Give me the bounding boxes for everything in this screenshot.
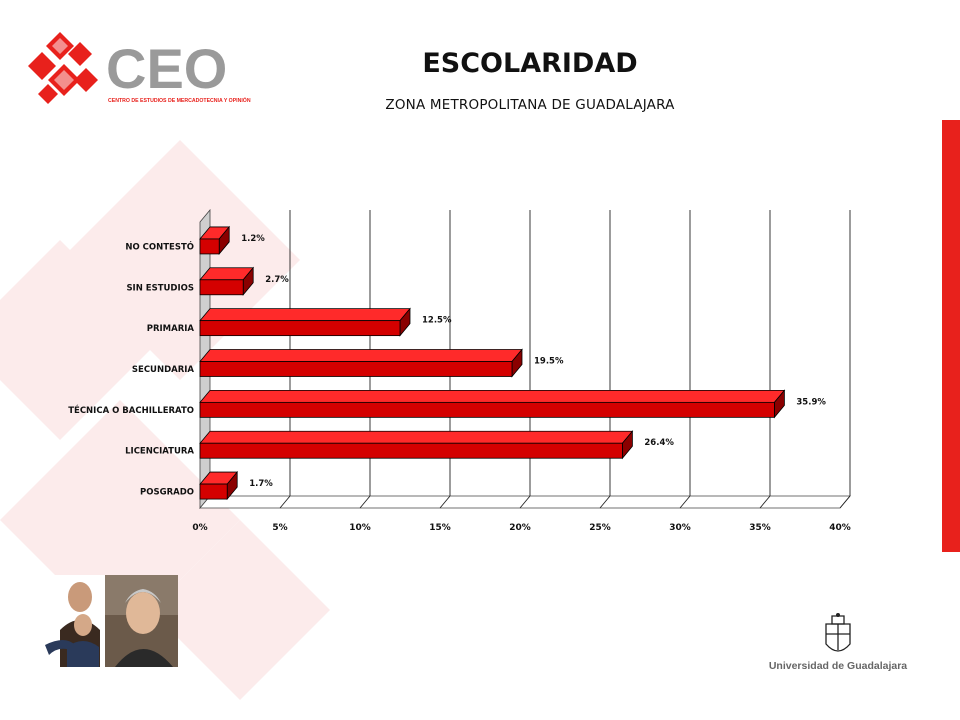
- bar: [199, 320, 401, 337]
- ceo-logo: CEO CENTRO DE ESTUDIOS DE MERCADOTECNIA …: [28, 32, 251, 104]
- bar: [199, 442, 623, 459]
- y-category-label: SECUNDARIA: [132, 365, 195, 375]
- gridline-floor: [599, 495, 611, 509]
- university-name: Universidad de Guadalajara: [768, 660, 908, 672]
- y-category-label: TÉCNICA O BACHILLERATO: [68, 404, 194, 416]
- data-label: 1.7%: [249, 479, 273, 489]
- bar: [199, 238, 220, 255]
- y-category-label: LICENCIATURA: [125, 447, 194, 457]
- logo-brand: CEO: [106, 37, 227, 100]
- bar: [199, 279, 244, 296]
- bar-top: [199, 349, 523, 362]
- bar: [199, 361, 513, 377]
- bar: [199, 401, 775, 418]
- gridline-floor: [439, 495, 451, 509]
- bar-top: [199, 389, 786, 403]
- bar: [199, 483, 228, 500]
- udg-seal: [825, 613, 851, 652]
- x-tick-label: 15%: [429, 523, 451, 533]
- bar-top: [199, 430, 634, 444]
- data-label: 19.5%: [534, 357, 564, 367]
- x-tick-label: 35%: [749, 523, 771, 533]
- page-title: ESCOLARIDAD: [422, 48, 638, 79]
- gridline-floor: [839, 495, 851, 509]
- data-label: 12.5%: [422, 316, 452, 326]
- y-category-label: POSGRADO: [140, 488, 194, 498]
- data-label: 1.2%: [241, 234, 265, 244]
- page-subtitle: ZONA METROPOLITANA DE GUADALAJARA: [385, 97, 675, 113]
- y-category-label: SIN ESTUDIOS: [126, 283, 194, 293]
- x-tick-label: 10%: [349, 523, 371, 533]
- gridline-floor: [679, 495, 691, 509]
- y-category-label: PRIMARIA: [147, 324, 195, 334]
- x-tick-label: 20%: [509, 523, 531, 533]
- gridline-floor: [279, 495, 291, 509]
- x-tick-label: 40%: [829, 523, 851, 533]
- x-tick-label: 0%: [192, 523, 207, 533]
- x-tick-label: 30%: [669, 523, 691, 533]
- data-label: 26.4%: [644, 438, 674, 448]
- accent-stripe: [942, 120, 960, 552]
- gridline-floor: [759, 495, 771, 509]
- photo-collage: [45, 575, 178, 667]
- gridline-floor: [519, 495, 531, 509]
- bar-top: [199, 308, 411, 322]
- data-label: 2.7%: [265, 275, 289, 285]
- gridline-floor: [359, 495, 371, 509]
- data-label: 35.9%: [796, 397, 826, 407]
- y-category-label: NO CONTESTÓ: [125, 240, 194, 252]
- x-tick-label: 5%: [272, 523, 287, 533]
- logo-tagline: CENTRO DE ESTUDIOS DE MERCADOTECNIA Y OP…: [108, 96, 251, 104]
- x-tick-label: 25%: [589, 523, 611, 533]
